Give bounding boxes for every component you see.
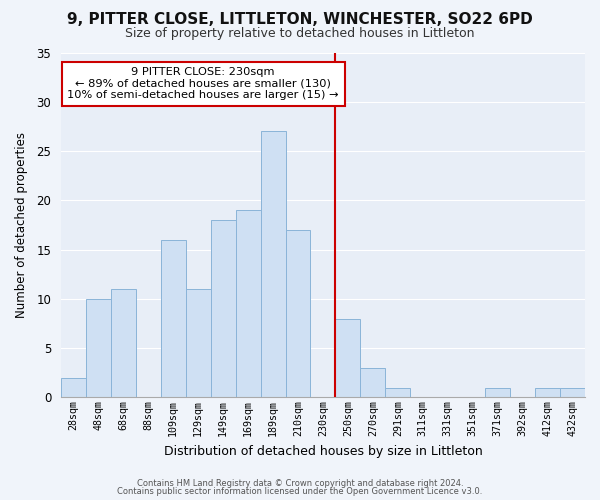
- Bar: [111, 289, 136, 398]
- Bar: [186, 289, 211, 398]
- Bar: [236, 210, 260, 398]
- Bar: [361, 368, 385, 398]
- Text: Size of property relative to detached houses in Littleton: Size of property relative to detached ho…: [125, 28, 475, 40]
- Bar: [560, 388, 585, 398]
- Text: Contains public sector information licensed under the Open Government Licence v3: Contains public sector information licen…: [118, 487, 482, 496]
- Bar: [535, 388, 560, 398]
- Bar: [485, 388, 510, 398]
- Bar: [161, 240, 186, 398]
- X-axis label: Distribution of detached houses by size in Littleton: Distribution of detached houses by size …: [164, 444, 482, 458]
- Bar: [211, 220, 236, 398]
- Bar: [286, 230, 310, 398]
- Bar: [335, 318, 361, 398]
- Bar: [385, 388, 410, 398]
- Bar: [61, 378, 86, 398]
- Y-axis label: Number of detached properties: Number of detached properties: [15, 132, 28, 318]
- Text: 9 PITTER CLOSE: 230sqm
← 89% of detached houses are smaller (130)
10% of semi-de: 9 PITTER CLOSE: 230sqm ← 89% of detached…: [67, 68, 339, 100]
- Bar: [86, 299, 111, 398]
- Text: 9, PITTER CLOSE, LITTLETON, WINCHESTER, SO22 6PD: 9, PITTER CLOSE, LITTLETON, WINCHESTER, …: [67, 12, 533, 28]
- Bar: [260, 132, 286, 398]
- Text: Contains HM Land Registry data © Crown copyright and database right 2024.: Contains HM Land Registry data © Crown c…: [137, 478, 463, 488]
